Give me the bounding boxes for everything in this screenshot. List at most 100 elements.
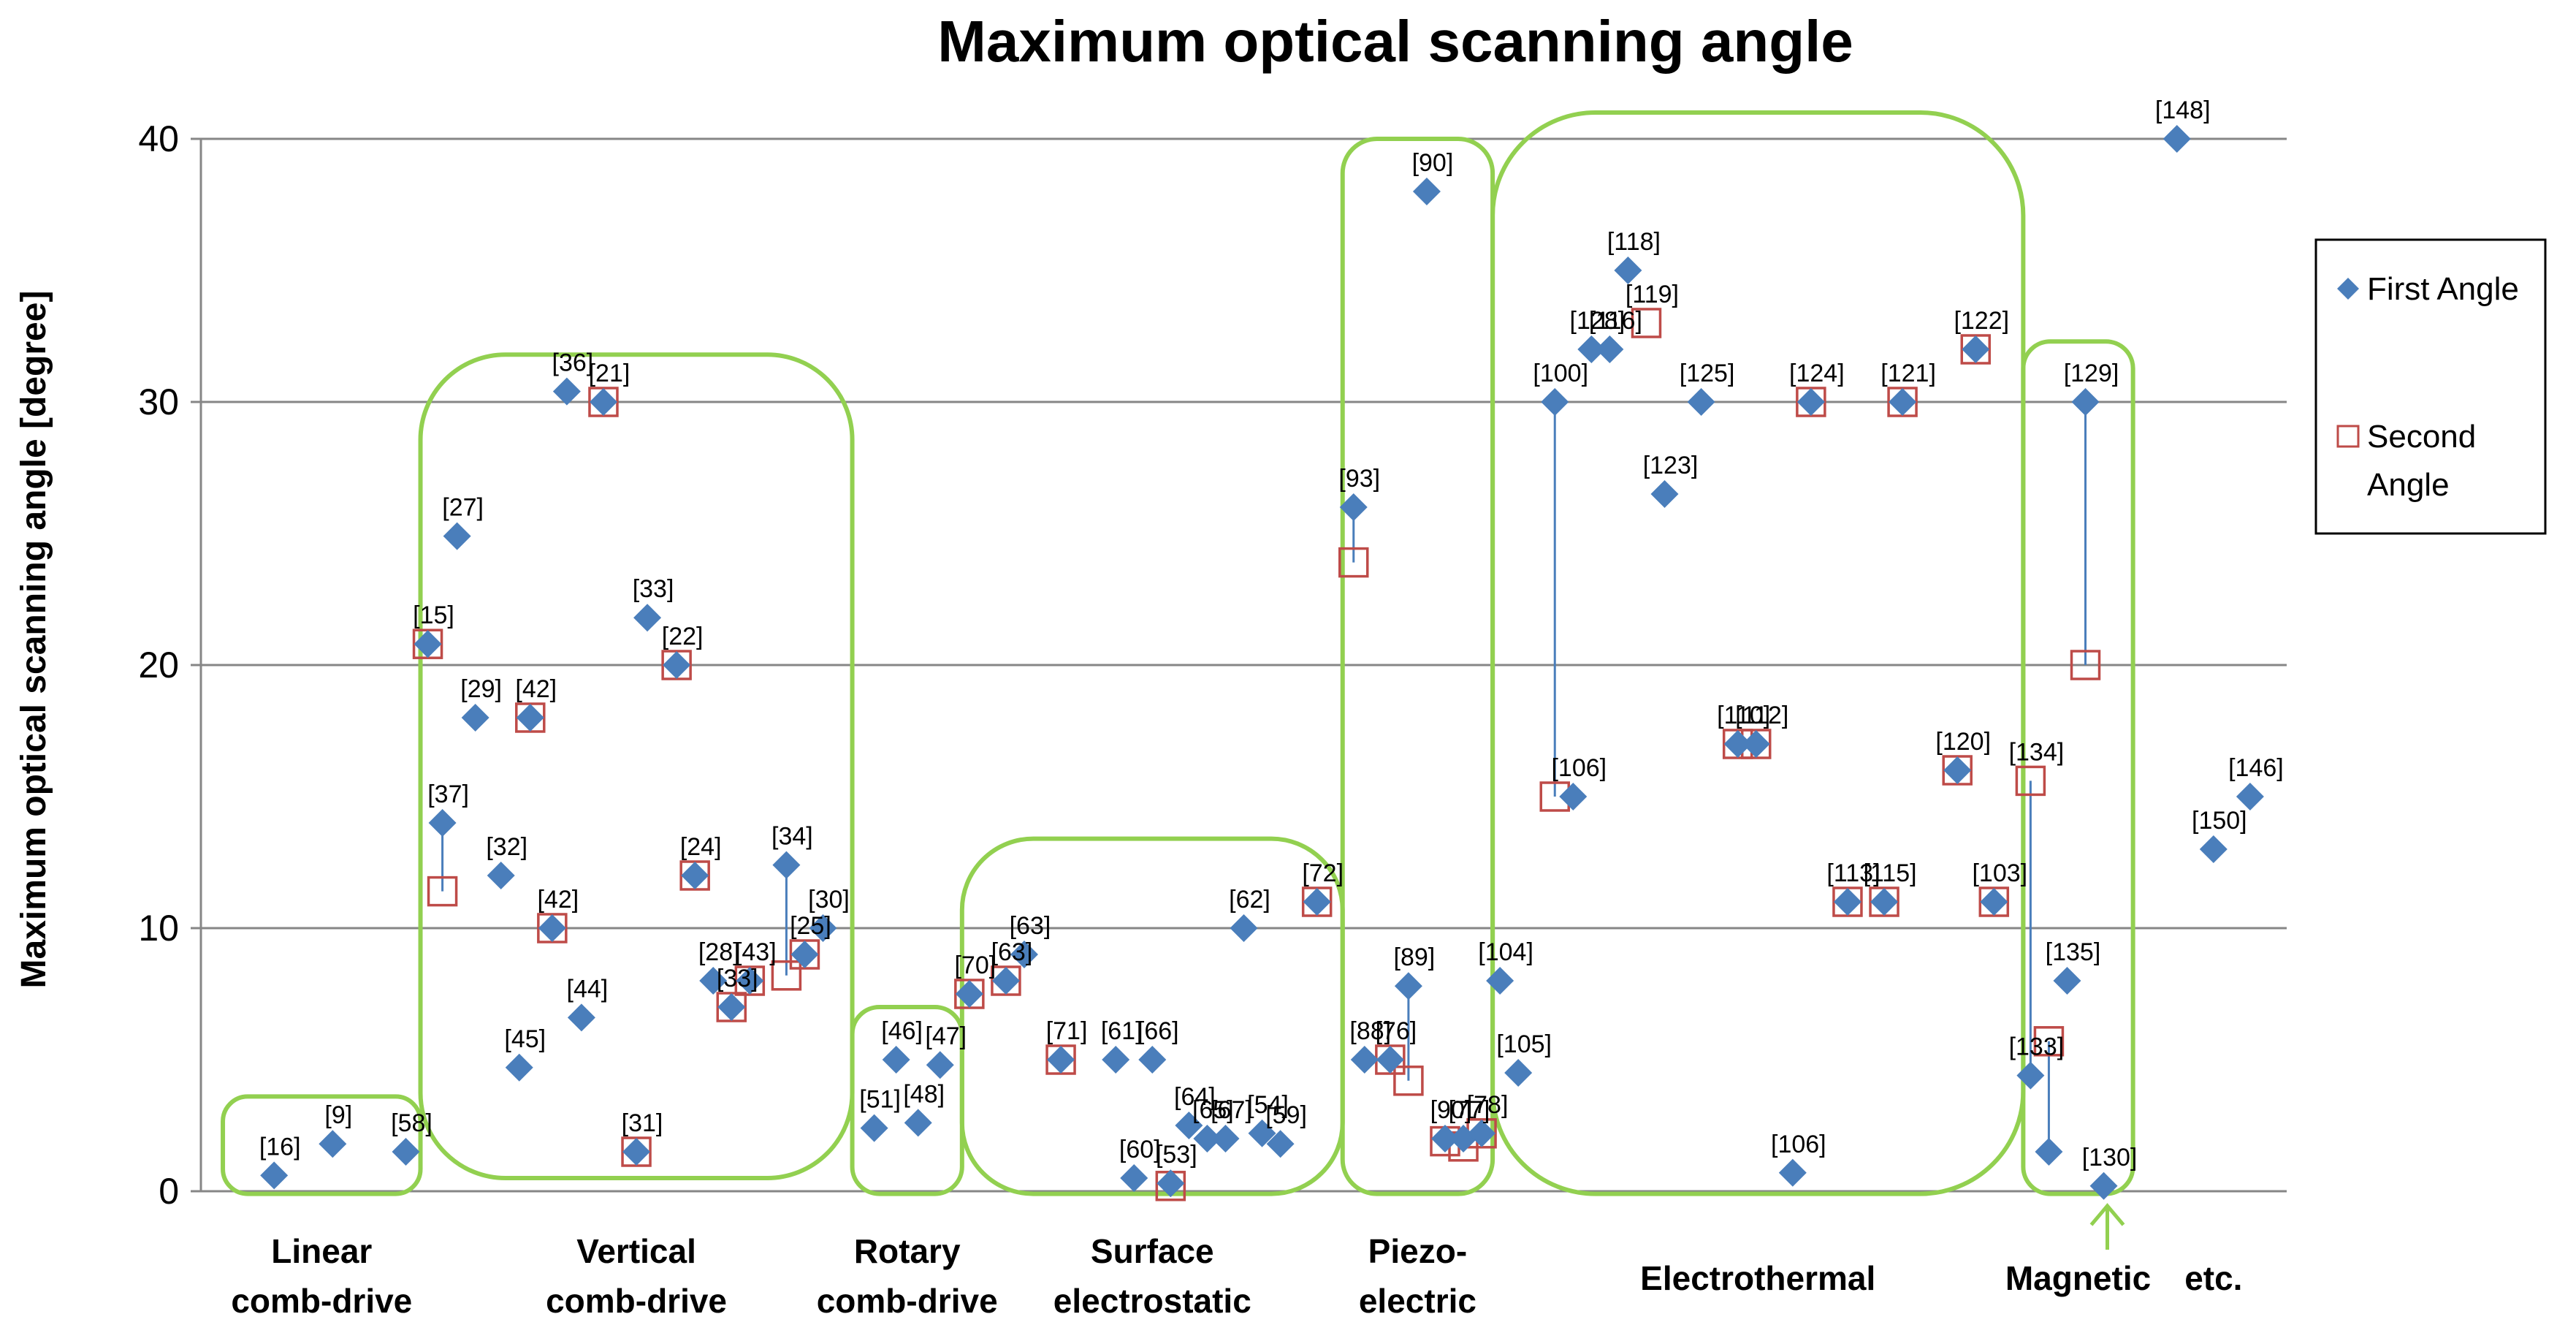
legend-second-label: Angle [2367, 467, 2450, 503]
point-label: [89] [1394, 943, 1436, 971]
second-angle-point [771, 960, 802, 991]
point-label: [9] [324, 1101, 352, 1129]
first-angle-point [663, 651, 691, 679]
first-angle-point [1156, 1169, 1185, 1198]
point-label: [70] [954, 952, 996, 979]
point-label: [31] [622, 1109, 663, 1137]
first-angle-point [567, 1003, 595, 1032]
point-label: [100] [1533, 360, 1588, 387]
first-angle-point [1742, 730, 1770, 758]
first-angle-point [772, 851, 801, 879]
first-angle-point [1193, 1125, 1222, 1152]
point-label: [116] [1589, 307, 1642, 335]
point-label: [66] [1138, 1017, 1179, 1045]
first-angle-point [2162, 125, 2191, 153]
second-angle-point [1631, 308, 1662, 338]
first-angle-point [443, 522, 471, 550]
first-angle-point [487, 862, 515, 889]
point-label: [62] [1229, 886, 1270, 914]
first-angle-point [1350, 1046, 1379, 1074]
second-angle-point [1393, 1066, 1424, 1096]
point-label: [146] [2228, 754, 2284, 782]
first-angle-point [991, 967, 1020, 995]
first-angle-point [2071, 388, 2100, 416]
y-tick-label: 30 [138, 381, 179, 422]
first-angle-point [2089, 1171, 2118, 1200]
first-angle-point [1687, 388, 1715, 416]
point-label: [125] [1680, 360, 1735, 387]
point-label: [33] [717, 965, 758, 992]
point-label: [110] [1717, 702, 1770, 729]
first-angle-point [2236, 783, 2264, 810]
point-label: [36] [552, 349, 594, 377]
point-label: [130] [2082, 1144, 2138, 1171]
first-angle-point [2016, 1061, 2045, 1090]
first-angle-point [2199, 835, 2228, 863]
chart-title: Maximum optical scanning angle [937, 9, 1853, 74]
first-angle-point [1412, 178, 1441, 205]
point-label: [60] [1119, 1136, 1161, 1163]
point-label: [15] [413, 601, 454, 629]
first-angle-point [1778, 1158, 1807, 1187]
point-label: [72] [1302, 859, 1344, 887]
point-label: [42] [515, 675, 557, 703]
category-label: Vertical [576, 1232, 696, 1270]
first-angle-point [2053, 967, 2081, 995]
point-label: [106] [1551, 754, 1607, 782]
y-axis-label: Maximum optical scanning angle [degree] [15, 291, 53, 989]
point-label: [42] [537, 886, 579, 914]
first-angle-point [1723, 730, 1752, 758]
first-angle-point [1486, 967, 1514, 995]
first-angle-point [1303, 888, 1331, 916]
first-angle-point [1102, 1046, 1130, 1074]
category-label: comb-drive [546, 1282, 727, 1320]
point-label: [45] [504, 1025, 546, 1053]
point-label: [90] [1412, 149, 1454, 177]
first-angle-point [633, 604, 662, 632]
point-label: [58] [391, 1109, 432, 1137]
point-label: [150] [2192, 807, 2247, 835]
point-label: [32] [486, 833, 527, 861]
first-angle-point [1870, 888, 1899, 916]
first-angle-point [1248, 1119, 1276, 1147]
first-angle-point [505, 1053, 533, 1082]
first-angle-point [882, 1046, 910, 1074]
point-label: [37] [427, 781, 469, 808]
first-angle-point [1211, 1125, 1240, 1152]
point-label: [67] [1211, 1096, 1252, 1124]
point-label: [113] [1826, 859, 1880, 887]
arrow-head [2089, 1203, 2125, 1226]
first-angle-point [1504, 1059, 1533, 1087]
point-label: [115] [1863, 859, 1916, 887]
legend: First Angle Second Angle [2314, 238, 2547, 535]
first-angle-point [1596, 335, 1624, 363]
point-label: [134] [2009, 738, 2065, 766]
first-angle-point [1120, 1164, 1148, 1192]
point-label: [119] [1626, 281, 1679, 308]
first-angle-point [1230, 914, 1258, 942]
point-label: [46] [881, 1017, 923, 1045]
point-label: [104] [1478, 938, 1533, 966]
point-label: [25] [790, 912, 831, 940]
point-label: [21] [589, 360, 630, 387]
first-angle-point [392, 1138, 420, 1166]
grid: 0 10 20 30 40 [138, 118, 2287, 1212]
point-label: [63] [1010, 912, 1051, 940]
y-tick-label: 40 [138, 118, 179, 159]
point-label: [76] [1375, 1017, 1417, 1045]
point-label: [34] [771, 823, 813, 851]
y-tick-label: 20 [138, 645, 179, 686]
point-label: [30] [808, 886, 850, 914]
y-tick-label: 10 [138, 908, 179, 949]
point-label: [112] [1735, 702, 1788, 729]
first-angle-point [1943, 756, 1972, 784]
group-box [418, 352, 855, 1181]
point-label: [65] [1192, 1096, 1234, 1124]
second-angle-point [2070, 650, 2101, 680]
point-label: [120] [1935, 728, 1991, 756]
first-angle-point [736, 967, 764, 995]
point-label: [63] [991, 938, 1033, 966]
first-angle-point [538, 914, 566, 942]
angle-connectors [441, 402, 2087, 1152]
first-angle-point [717, 993, 746, 1021]
